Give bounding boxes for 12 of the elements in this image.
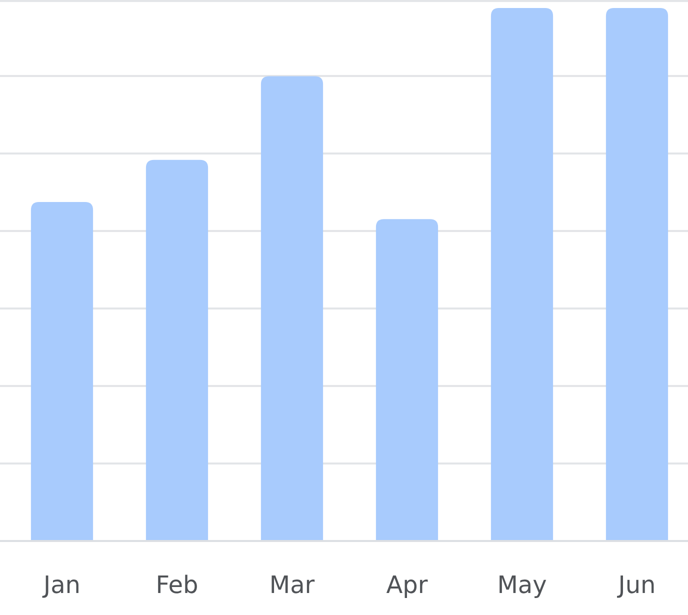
x-tick-label: May — [497, 571, 547, 599]
x-tick-label: Jun — [616, 571, 656, 599]
bar — [30, 202, 94, 541]
x-tick-label: Feb — [156, 571, 198, 599]
bar — [146, 160, 208, 541]
x-tick-label: Jan — [42, 571, 80, 599]
bar — [260, 76, 324, 541]
bar — [490, 8, 554, 541]
bar — [376, 219, 438, 541]
x-tick-label: Mar — [269, 571, 315, 599]
x-tick-label: Apr — [386, 571, 428, 599]
bar — [606, 8, 668, 541]
